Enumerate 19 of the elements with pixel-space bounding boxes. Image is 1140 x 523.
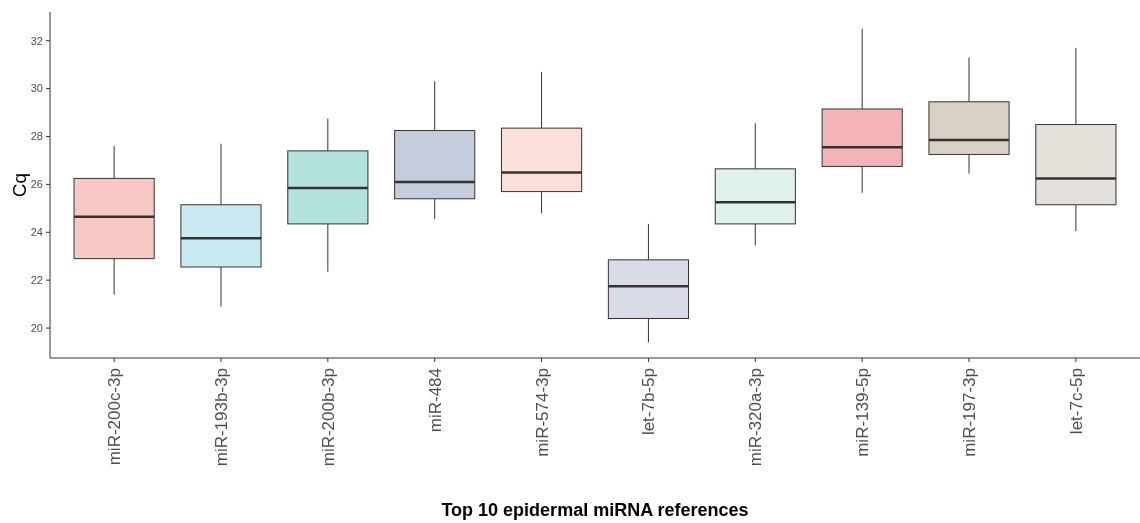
x-axis-title: Top 10 epidermal miRNA references [441,500,749,520]
y-tick-label: 32 [30,34,43,47]
x-tick-label: miR-484 [425,368,445,433]
y-axis-title: Cq [9,172,30,198]
y-tick-label: 22 [30,274,43,287]
x-tick-label: miR-320a-3p [746,368,766,467]
y-tick-label: 26 [30,178,43,191]
y-tick-label: 30 [30,82,43,95]
x-tick-label: miR-574-3p [532,368,552,457]
x-tick-label: miR-200c-3p [105,368,125,466]
x-tick-label: let-7c-5p [1066,368,1086,435]
x-tick-label: miR-139-5p [853,368,873,457]
x-tick-label: let-7b-5p [639,368,659,436]
x-tick-label: miR-200b-3p [318,368,338,467]
y-tick-label: 24 [30,226,43,239]
x-tick-label: miR-197-3p [959,368,979,457]
y-tick-label: 28 [30,130,43,143]
x-tick-label: miR-193b-3p [211,368,231,467]
y-tick-label: 20 [30,321,43,334]
